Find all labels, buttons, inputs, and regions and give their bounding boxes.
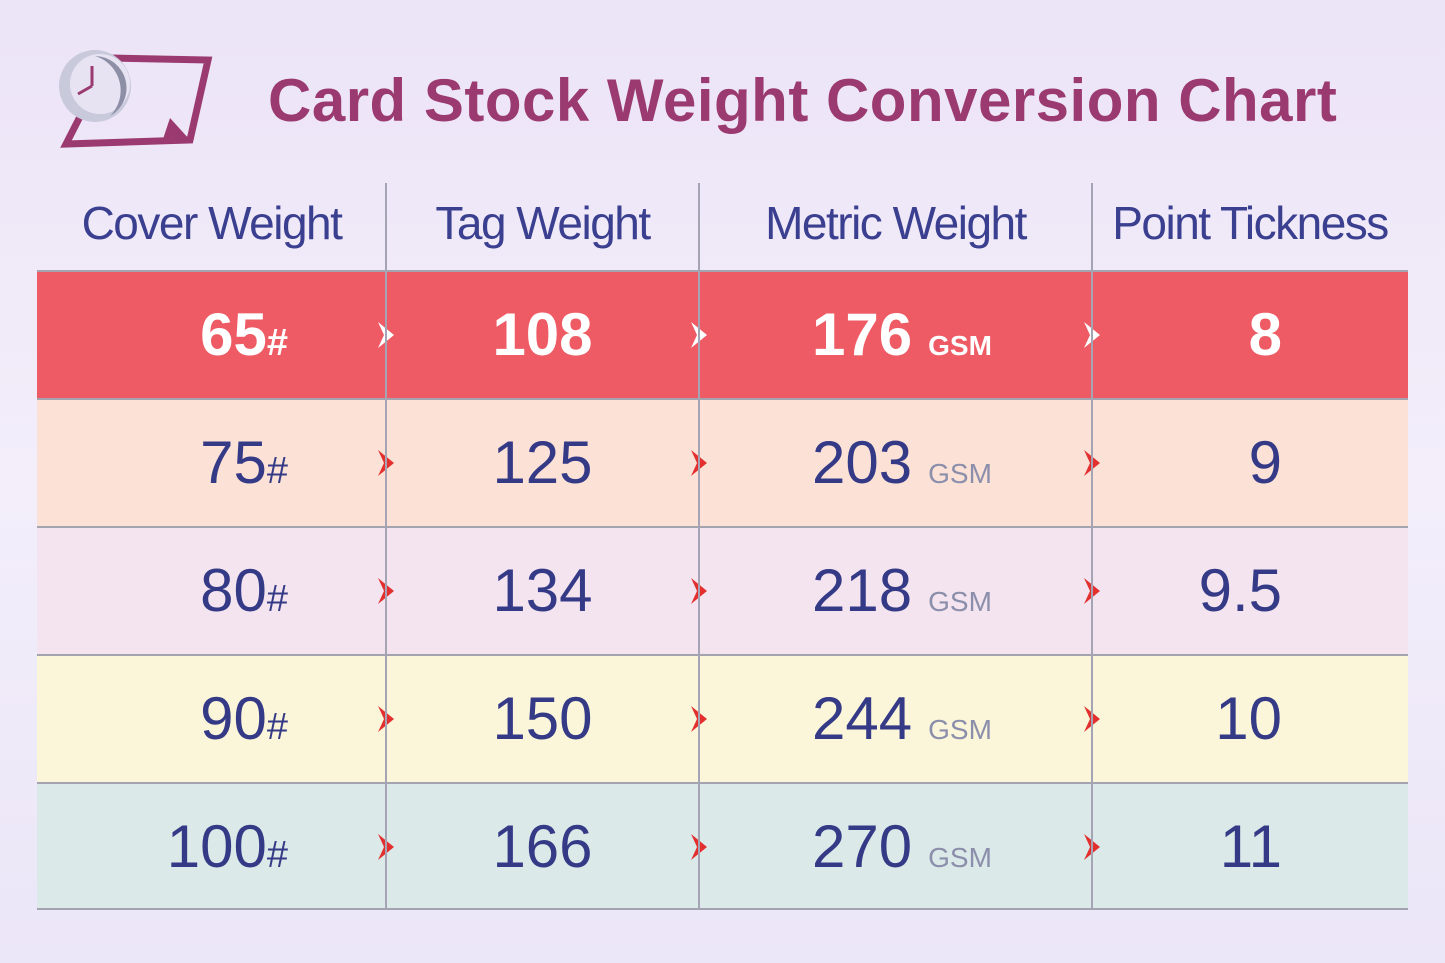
column-header: Cover Weight bbox=[81, 197, 343, 249]
point-thickness: 11 bbox=[1219, 813, 1282, 880]
cover-weight: 65# bbox=[200, 272, 288, 398]
column-header: Metric Weight bbox=[765, 197, 1027, 249]
cover-weight: 100# bbox=[167, 784, 288, 910]
unit: # bbox=[266, 322, 288, 364]
value: 203 bbox=[812, 429, 913, 496]
value: 100 bbox=[166, 813, 267, 880]
point-thickness: 9.5 bbox=[1198, 557, 1282, 624]
unit: GSM bbox=[928, 586, 992, 617]
point-thickness: 8 bbox=[1248, 301, 1282, 368]
unit: GSM bbox=[928, 714, 992, 745]
table-row: 80# 134 218 GSM 9.5 bbox=[37, 526, 1408, 654]
table-bottom-border bbox=[37, 908, 1408, 910]
value: 80 bbox=[200, 557, 267, 624]
point-thickness: 9 bbox=[1248, 429, 1282, 496]
unit: GSM bbox=[928, 842, 992, 873]
unit: GSM bbox=[928, 330, 992, 361]
column-divider bbox=[698, 183, 700, 910]
table-row: 100# 166 270 GSM 11 bbox=[37, 782, 1408, 910]
value: 176 bbox=[812, 301, 913, 368]
cover-weight: 75# bbox=[200, 400, 288, 526]
cover-weight: 80# bbox=[200, 528, 288, 654]
cover-weight: 90# bbox=[200, 656, 288, 782]
unit: # bbox=[266, 706, 288, 748]
tag-weight: 134 bbox=[492, 557, 593, 624]
logo-icon bbox=[59, 50, 213, 148]
metric-weight: 176 GSM bbox=[812, 272, 992, 398]
unit: # bbox=[266, 834, 288, 876]
column-divider bbox=[1091, 183, 1093, 910]
unit: # bbox=[266, 450, 288, 492]
value: 244 bbox=[812, 685, 913, 752]
column-divider bbox=[385, 183, 387, 910]
value: 270 bbox=[812, 813, 913, 880]
unit: GSM bbox=[928, 458, 992, 489]
table-row: 90# 150 244 GSM 10 bbox=[37, 654, 1408, 782]
metric-weight: 218 GSM bbox=[812, 528, 992, 654]
tag-weight: 166 bbox=[492, 813, 593, 880]
value: 75 bbox=[200, 429, 267, 496]
metric-weight: 244 GSM bbox=[812, 656, 992, 782]
metric-weight: 203 GSM bbox=[812, 400, 992, 526]
column-header: Point Tickness bbox=[1112, 197, 1389, 249]
value: 218 bbox=[812, 557, 913, 624]
unit: # bbox=[266, 578, 288, 620]
tag-weight: 108 bbox=[492, 301, 593, 368]
column-header: Tag Weight bbox=[435, 197, 651, 249]
table-row: 75# 125 203 GSM 9 bbox=[37, 398, 1408, 526]
table-row: 65# 108 176 GSM 8 bbox=[37, 270, 1408, 398]
title: Card Stock Weight Conversion Chart bbox=[268, 67, 1338, 134]
tag-weight: 125 bbox=[492, 429, 593, 496]
metric-weight: 270 GSM bbox=[812, 784, 992, 910]
point-thickness: 10 bbox=[1215, 685, 1282, 752]
value: 65 bbox=[200, 301, 267, 368]
tag-weight: 150 bbox=[492, 685, 593, 752]
value: 90 bbox=[200, 685, 267, 752]
